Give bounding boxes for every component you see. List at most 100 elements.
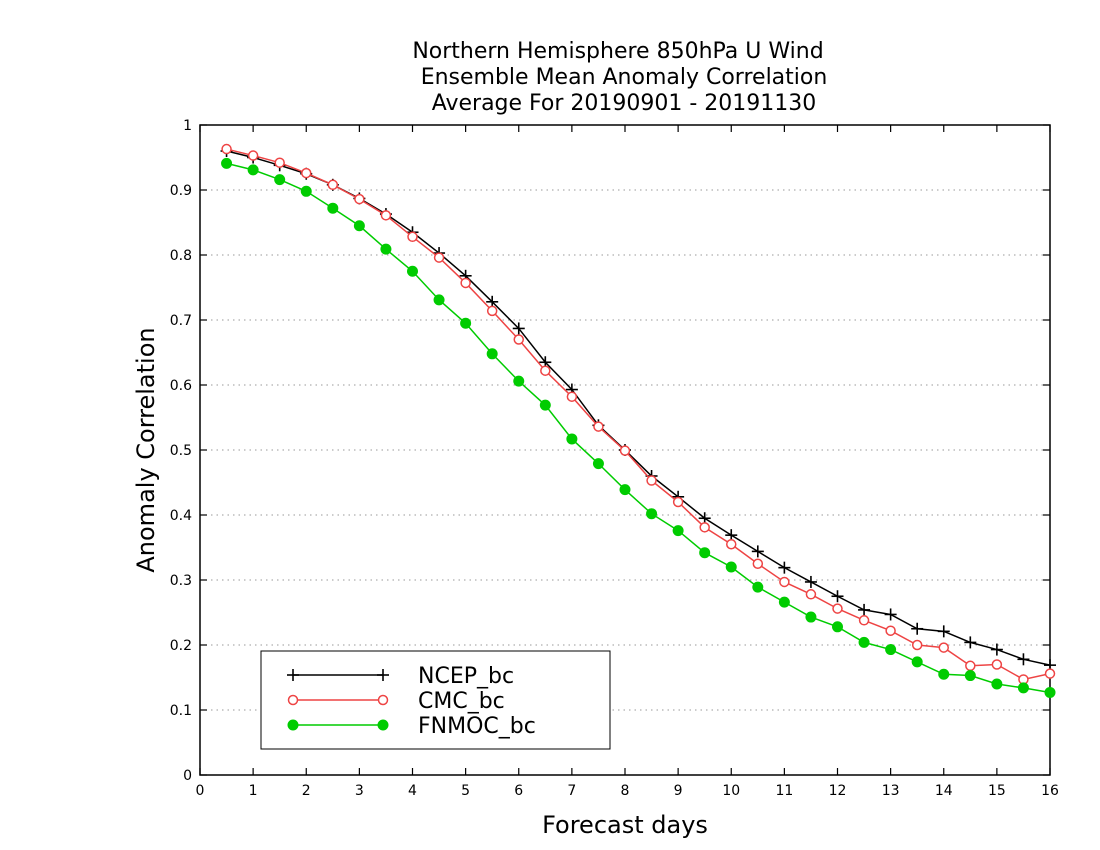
data-point-fnmoc-bc: [353, 220, 365, 232]
data-point-fnmoc-bc: [380, 243, 392, 255]
x-tick-label-7: 7: [567, 783, 576, 799]
data-point-fnmoc-bc: [964, 670, 976, 682]
data-point-cmc-bc: [433, 252, 445, 263]
series-line-ncep-bc: [226, 150, 1051, 666]
x-tick-label-11: 11: [775, 783, 793, 799]
data-point-fnmoc-bc: [725, 561, 737, 573]
x-tick-label-6: 6: [514, 783, 523, 799]
x-tick-label-10: 10: [722, 783, 740, 799]
data-point-fnmoc-bc: [832, 621, 843, 633]
data-point-cmc-bc: [274, 157, 285, 168]
data-point-fnmoc-bc: [460, 317, 472, 329]
legend-marker-cmc-bc: [287, 694, 299, 706]
title-line-1: Northern Hemisphere 850hPa U Wind: [412, 39, 823, 64]
data-point-cmc-bc: [991, 659, 1003, 670]
data-point-fnmoc-bc: [938, 668, 950, 680]
data-point-cmc-bc: [965, 660, 976, 672]
x-tick-label-13: 13: [882, 783, 900, 799]
data-point-cmc-bc: [646, 475, 657, 486]
y-tick-label-10: 1: [183, 118, 192, 134]
series-cmc-bc: [221, 143, 1056, 685]
title-line-3: Average For 20190901 - 20191130: [432, 91, 817, 116]
data-point-fnmoc-bc: [778, 596, 790, 608]
data-point-fnmoc-bc: [566, 433, 578, 445]
data-point-ncep-bc: [990, 643, 1003, 656]
x-tick-label-14: 14: [935, 783, 953, 799]
series-fnmoc-bc: [221, 157, 1056, 698]
data-point-cmc-bc: [486, 305, 498, 317]
data-point-ncep-bc: [1017, 653, 1030, 666]
y-tick-label-8: 0.8: [170, 248, 192, 264]
data-point-fnmoc-bc: [486, 348, 498, 360]
data-point-fnmoc-bc: [247, 164, 259, 176]
data-point-cmc-bc: [540, 365, 551, 376]
data-point-cmc-bc: [619, 445, 631, 456]
x-tick-label-5: 5: [461, 783, 470, 799]
x-tick-label-4: 4: [408, 783, 417, 799]
data-point-ncep-bc: [751, 545, 764, 558]
data-point-cmc-bc: [1044, 668, 1056, 679]
data-point-ncep-bc: [937, 625, 950, 638]
data-point-cmc-bc: [858, 615, 870, 626]
x-tick-label-2: 2: [302, 783, 311, 799]
x-tick-label-15: 15: [988, 783, 1006, 799]
data-point-fnmoc-bc: [221, 157, 233, 169]
data-point-cmc-bc: [726, 539, 737, 550]
series-line-fnmoc-bc: [226, 162, 1051, 694]
x-tick-label-1: 1: [249, 783, 258, 799]
data-point-cmc-bc: [513, 334, 524, 345]
data-point-cmc-bc: [593, 421, 604, 432]
y-tick-label-0: 0: [183, 768, 192, 784]
data-point-fnmoc-bc: [858, 636, 870, 648]
data-point-fnmoc-bc: [752, 581, 764, 593]
y-tick-label-3: 0.3: [170, 573, 192, 589]
data-point-cmc-bc: [354, 193, 365, 205]
data-point-cmc-bc: [938, 642, 949, 653]
data-point-fnmoc-bc: [274, 174, 286, 186]
data-point-fnmoc-bc: [699, 547, 711, 559]
y-tick-label-6: 0.6: [170, 378, 192, 394]
data-point-fnmoc-bc: [619, 484, 631, 496]
y-tick-label-7: 0.7: [170, 313, 192, 329]
data-point-cmc-bc: [885, 625, 896, 636]
legend-marker-fnmoc-bc: [377, 719, 389, 731]
x-tick-label-3: 3: [355, 783, 364, 799]
data-point-ncep-bc: [884, 608, 897, 621]
legend-label-fnmoc-bc: FNMOC_bc: [418, 714, 536, 739]
data-point-cmc-bc: [247, 150, 259, 161]
data-point-cmc-bc: [380, 210, 392, 221]
data-point-fnmoc-bc: [592, 458, 604, 470]
x-tick-label-9: 9: [674, 783, 683, 799]
y-tick-label-2: 0.2: [170, 638, 192, 654]
data-point-fnmoc-bc: [911, 656, 923, 668]
y-tick-label-9: 0.9: [170, 183, 192, 199]
title-line-2: Ensemble Mean Anomaly Correlation: [421, 65, 828, 90]
x-tick-label-16: 16: [1041, 783, 1059, 799]
data-point-fnmoc-bc: [646, 508, 658, 520]
legend-marker-ncep-bc: [377, 669, 389, 681]
data-point-fnmoc-bc: [1044, 686, 1056, 698]
data-point-cmc-bc: [752, 558, 764, 569]
x-tick-label-12: 12: [829, 783, 847, 799]
data-point-ncep-bc: [911, 622, 924, 635]
data-point-cmc-bc: [460, 277, 471, 289]
y-tick-label-4: 0.4: [170, 508, 192, 524]
data-series: [220, 143, 1056, 698]
data-point-cmc-bc: [407, 231, 418, 243]
data-point-fnmoc-bc: [885, 644, 897, 656]
data-point-fnmoc-bc: [805, 611, 817, 623]
data-point-fnmoc-bc: [991, 678, 1003, 690]
legend-marker-ncep-bc: [287, 669, 299, 681]
data-point-ncep-bc: [858, 603, 871, 616]
legend-item-fnmoc-bc: FNMOC_bc: [287, 714, 536, 739]
data-point-cmc-bc: [832, 603, 843, 614]
data-point-fnmoc-bc: [1017, 682, 1029, 694]
data-point-cmc-bc: [301, 167, 312, 179]
legend-label-ncep-bc: NCEP_bc: [418, 664, 514, 689]
data-point-fnmoc-bc: [327, 202, 339, 214]
data-point-ncep-bc: [512, 322, 525, 335]
legend-marker-cmc-bc: [377, 694, 389, 706]
x-tick-label-0: 0: [196, 783, 205, 799]
data-point-fnmoc-bc: [539, 399, 551, 411]
